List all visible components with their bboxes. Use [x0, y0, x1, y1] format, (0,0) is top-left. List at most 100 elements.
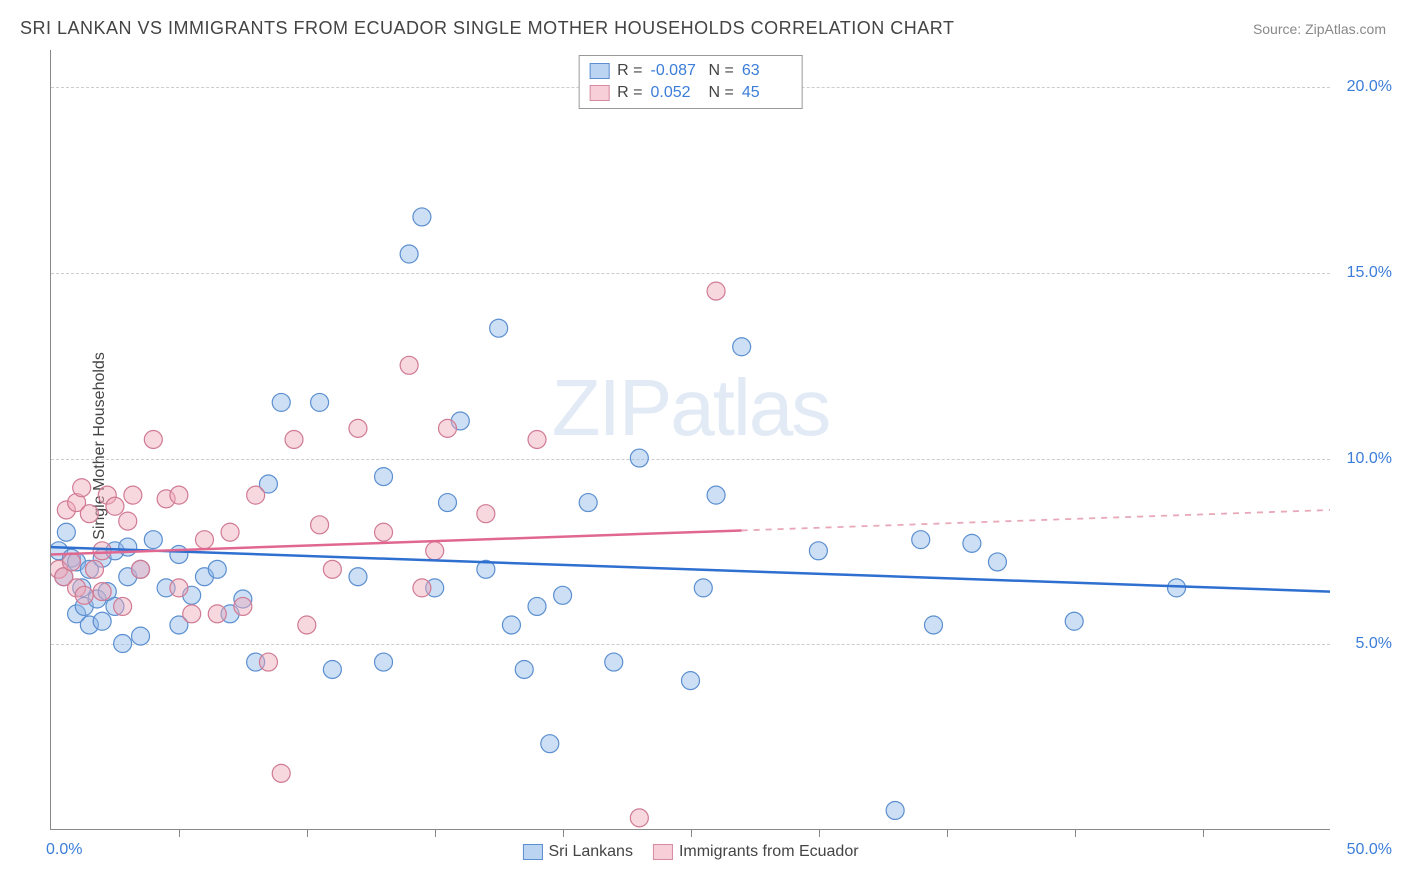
- plot-area: ZIPatlas R = -0.087 N = 63 R = 0.052 N =…: [50, 50, 1330, 830]
- x-tick: [435, 829, 436, 837]
- y-tick-label: 10.0%: [1347, 450, 1392, 468]
- x-tick: [1203, 829, 1204, 837]
- n-label-2: N =: [709, 84, 734, 102]
- data-point: [733, 338, 751, 356]
- n-value-1: 63: [742, 62, 792, 80]
- r-label-2: R =: [617, 84, 642, 102]
- data-point: [62, 553, 80, 571]
- data-point: [124, 486, 142, 504]
- data-point: [438, 494, 456, 512]
- data-point: [298, 616, 316, 634]
- data-point: [247, 486, 265, 504]
- x-tick: [819, 829, 820, 837]
- data-point: [144, 431, 162, 449]
- x-tick: [179, 829, 180, 837]
- data-point: [912, 531, 930, 549]
- x-tick: [563, 829, 564, 837]
- data-point: [311, 516, 329, 534]
- data-point: [57, 523, 75, 541]
- data-point: [311, 393, 329, 411]
- data-point: [114, 597, 132, 615]
- data-point: [119, 538, 137, 556]
- data-point: [114, 635, 132, 653]
- data-point: [502, 616, 520, 634]
- chart-svg: [51, 50, 1330, 829]
- x-tick: [947, 829, 948, 837]
- data-point: [1065, 612, 1083, 630]
- swatch-pink-icon: [653, 844, 673, 860]
- data-point: [119, 512, 137, 530]
- x-tick: [1075, 829, 1076, 837]
- swatch-pink-icon: [589, 85, 609, 101]
- x-tick-label-right: 50.0%: [1347, 841, 1392, 859]
- y-tick-label: 5.0%: [1356, 635, 1392, 653]
- data-point: [272, 764, 290, 782]
- header: SRI LANKAN VS IMMIGRANTS FROM ECUADOR SI…: [20, 18, 1386, 39]
- data-point: [988, 553, 1006, 571]
- data-point: [375, 653, 393, 671]
- data-point: [183, 605, 201, 623]
- legend-row-sri-lankans: R = -0.087 N = 63: [589, 60, 792, 82]
- data-point: [285, 431, 303, 449]
- data-point: [554, 586, 572, 604]
- r-value-1: -0.087: [651, 62, 701, 80]
- data-point: [605, 653, 623, 671]
- data-point: [630, 809, 648, 827]
- n-label: N =: [709, 62, 734, 80]
- data-point: [144, 531, 162, 549]
- data-point: [375, 468, 393, 486]
- data-point: [221, 523, 239, 541]
- data-point: [85, 560, 103, 578]
- x-tick: [307, 829, 308, 837]
- data-point: [208, 560, 226, 578]
- legend-item-sri-lankans: Sri Lankans: [522, 843, 633, 861]
- legend-label-2: Immigrants from Ecuador: [679, 843, 859, 861]
- data-point: [73, 479, 91, 497]
- chart-title: SRI LANKAN VS IMMIGRANTS FROM ECUADOR SI…: [20, 18, 954, 39]
- data-point: [195, 531, 213, 549]
- r-label: R =: [617, 62, 642, 80]
- data-point: [490, 319, 508, 337]
- trend-line: [51, 547, 1330, 592]
- data-point: [349, 568, 367, 586]
- data-point: [93, 583, 111, 601]
- data-point: [682, 672, 700, 690]
- data-point: [400, 245, 418, 263]
- data-point: [132, 560, 150, 578]
- legend-item-ecuador: Immigrants from Ecuador: [653, 843, 859, 861]
- data-point: [541, 735, 559, 753]
- n-value-2: 45: [742, 84, 792, 102]
- data-point: [707, 282, 725, 300]
- swatch-blue-icon: [589, 63, 609, 79]
- data-point: [925, 616, 943, 634]
- legend-row-ecuador: R = 0.052 N = 45: [589, 82, 792, 104]
- data-point: [515, 661, 533, 679]
- legend-correlation-box: R = -0.087 N = 63 R = 0.052 N = 45: [578, 55, 803, 109]
- data-point: [170, 579, 188, 597]
- data-point: [477, 505, 495, 523]
- data-point: [323, 560, 341, 578]
- data-point: [170, 546, 188, 564]
- data-point: [75, 586, 93, 604]
- data-point: [132, 627, 150, 645]
- data-point: [413, 579, 431, 597]
- data-point: [375, 523, 393, 541]
- data-point: [272, 393, 290, 411]
- y-tick-label: 20.0%: [1347, 78, 1392, 96]
- data-point: [80, 505, 98, 523]
- swatch-blue-icon: [522, 844, 542, 860]
- trend-line-extrapolated: [742, 510, 1330, 530]
- data-point: [208, 605, 226, 623]
- x-tick: [691, 829, 692, 837]
- x-tick-label-left: 0.0%: [46, 841, 82, 859]
- data-point: [323, 661, 341, 679]
- data-point: [963, 534, 981, 552]
- data-point: [528, 431, 546, 449]
- data-point: [694, 579, 712, 597]
- data-point: [93, 542, 111, 560]
- data-point: [426, 542, 444, 560]
- legend-series: Sri Lankans Immigrants from Ecuador: [522, 843, 858, 861]
- data-point: [1168, 579, 1186, 597]
- data-point: [630, 449, 648, 467]
- source-label: Source: ZipAtlas.com: [1253, 21, 1386, 37]
